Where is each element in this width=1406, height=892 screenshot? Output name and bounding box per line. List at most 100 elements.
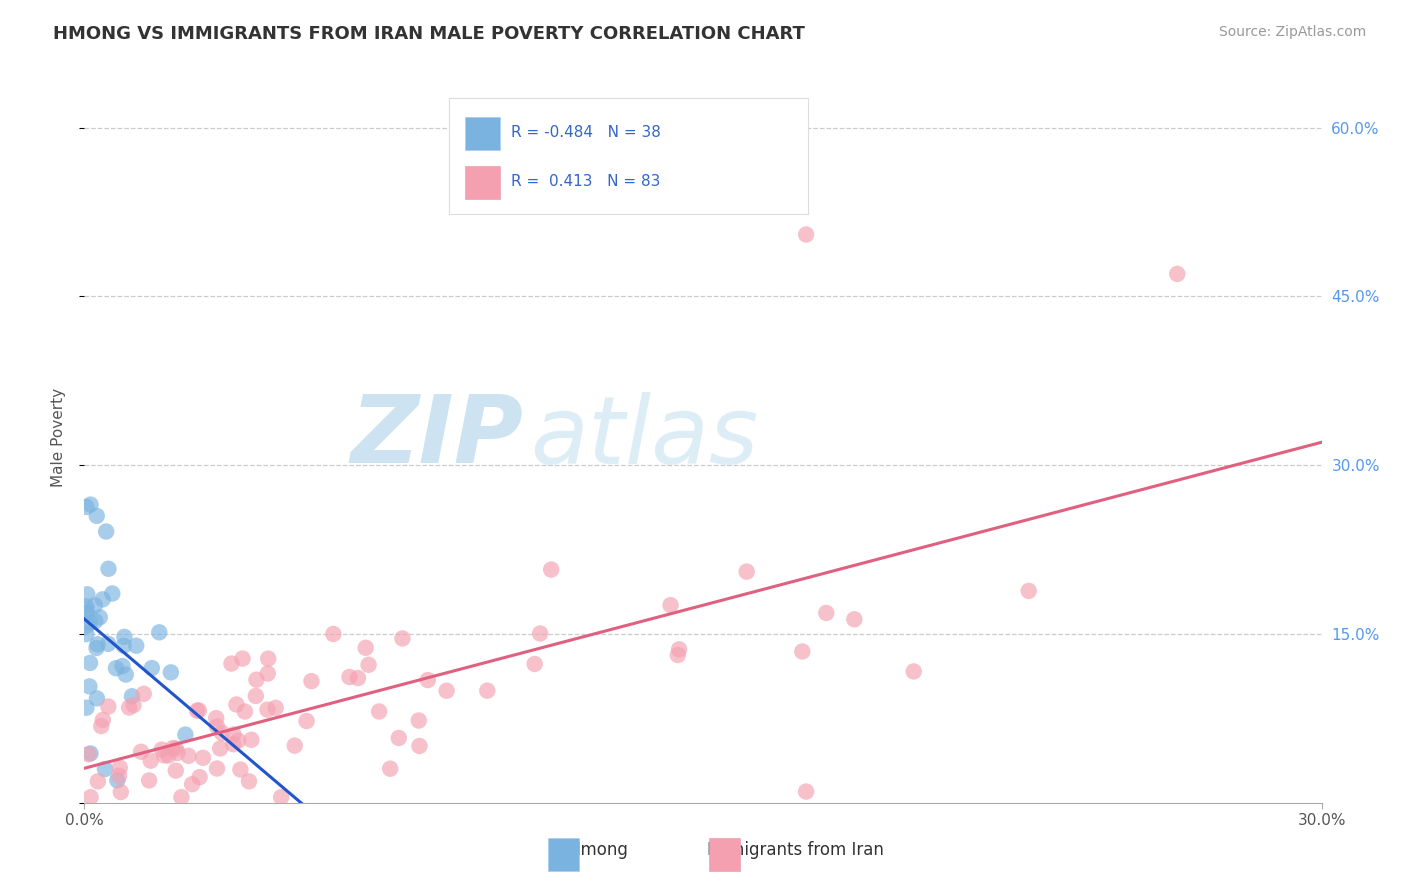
Bar [465, 167, 501, 200]
Point [222, 727, 245, 741]
Point [86, 691, 108, 706]
Point [89, 610, 111, 624]
Point [209, 741, 232, 756]
Point [1018, 583, 1040, 598]
Point [256, 703, 278, 717]
Point [903, 665, 925, 679]
Point [110, 785, 132, 799]
Point [150, 742, 173, 756]
Point [75, 500, 97, 514]
Text: Hmong: Hmong [568, 841, 627, 859]
Text: atlas: atlas [530, 392, 758, 483]
Point [408, 714, 430, 728]
Point [125, 639, 148, 653]
Point [666, 648, 689, 662]
Point [87, 774, 110, 789]
Text: Source: ZipAtlas.com: Source: ZipAtlas.com [1219, 25, 1367, 39]
Point [112, 630, 135, 644]
Point [160, 665, 183, 680]
Text: Immigrants from Iran: Immigrants from Iran [707, 841, 884, 859]
Point [153, 748, 176, 763]
Y-axis label: Male Poverty: Male Poverty [51, 387, 66, 487]
Point [75, 700, 97, 714]
Point [75, 602, 97, 616]
Text: HMONG VS IMMIGRANTS FROM IRAN MALE POVERTY CORRELATION CHART: HMONG VS IMMIGRANTS FROM IRAN MALE POVER… [53, 25, 806, 43]
Point [118, 700, 141, 714]
Point [112, 639, 135, 653]
Point [347, 671, 370, 685]
Point [76, 587, 98, 601]
Point [75, 599, 97, 614]
Point [129, 745, 152, 759]
Point [75, 627, 97, 641]
Point [245, 689, 267, 703]
Point [264, 701, 287, 715]
Point [735, 565, 758, 579]
Text: R = -0.484   N = 38: R = -0.484 N = 38 [512, 125, 661, 139]
Point [114, 667, 136, 681]
Point [90, 719, 112, 733]
Point [540, 563, 562, 577]
Point [79, 656, 101, 670]
Point [357, 657, 380, 672]
Point [79, 615, 101, 630]
Point [222, 737, 245, 751]
Point [240, 732, 263, 747]
Point [187, 703, 209, 717]
Point [181, 777, 204, 791]
Point [94, 762, 117, 776]
Point [238, 774, 260, 789]
Point [111, 659, 134, 673]
Text: ZIP: ZIP [350, 391, 523, 483]
Point [165, 741, 187, 756]
Point [225, 698, 247, 712]
Point [101, 586, 124, 600]
Point [148, 625, 170, 640]
Point [174, 728, 197, 742]
Point [165, 764, 187, 778]
Point [139, 754, 162, 768]
Text: R =  0.413   N = 83: R = 0.413 N = 83 [512, 174, 661, 188]
Point [388, 731, 411, 745]
Point [79, 747, 101, 761]
Point [257, 651, 280, 665]
Bar [548, 838, 579, 871]
Point [122, 698, 145, 712]
Point [77, 747, 100, 762]
Point [322, 627, 344, 641]
Point [391, 632, 413, 646]
Point [94, 524, 117, 539]
Point [477, 683, 499, 698]
Point [270, 790, 292, 805]
Point [354, 640, 377, 655]
Point [97, 562, 120, 576]
Point [76, 618, 98, 632]
Point [97, 637, 120, 651]
Point [245, 673, 267, 687]
Point [104, 661, 127, 675]
Point [436, 683, 458, 698]
Point [284, 739, 307, 753]
Bar [465, 118, 501, 151]
Point [229, 763, 252, 777]
Point [205, 719, 228, 733]
Point [659, 598, 682, 612]
Point [84, 614, 107, 628]
Point [523, 657, 546, 671]
Point [221, 657, 243, 671]
Point [76, 607, 98, 621]
Point [141, 661, 163, 675]
Point [86, 508, 108, 523]
Point [256, 666, 278, 681]
Point [416, 673, 439, 687]
Point [339, 670, 361, 684]
Point [170, 790, 193, 805]
Point [83, 599, 105, 613]
Point [97, 699, 120, 714]
Point [91, 592, 114, 607]
Point [211, 726, 233, 740]
Point [86, 637, 108, 651]
Point [108, 769, 131, 783]
Point [138, 773, 160, 788]
Point [186, 704, 208, 718]
